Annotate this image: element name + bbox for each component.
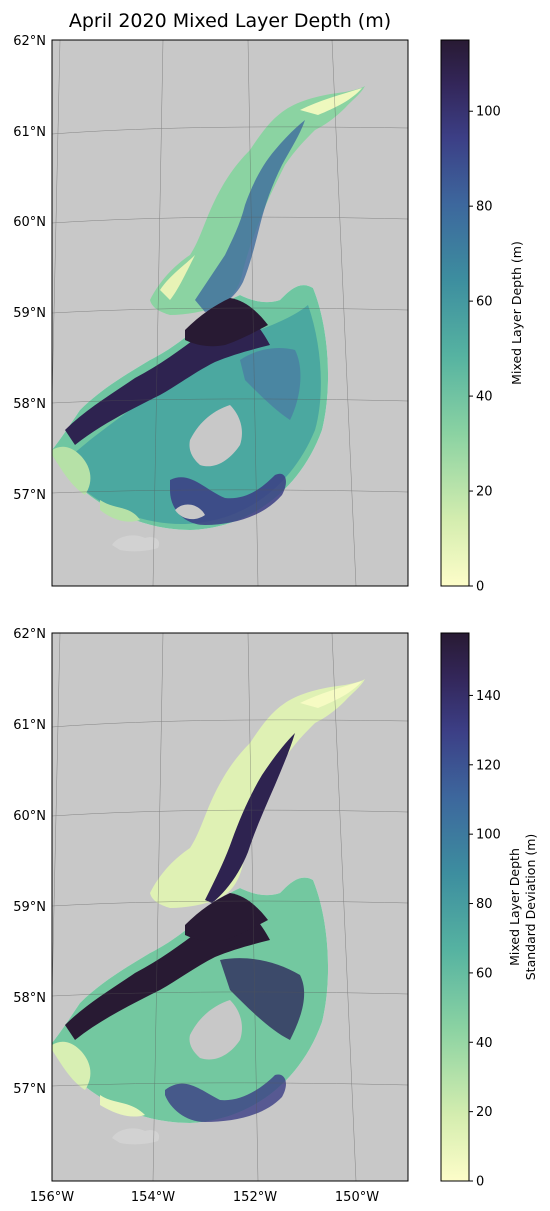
axes-frame-1 <box>51 39 409 587</box>
lat-tick-label: 60°N <box>13 215 46 230</box>
lat-ticks-2: 62°N 61°N 60°N 59°N 58°N 57°N <box>13 627 46 1097</box>
colorbar-gradient <box>440 39 470 587</box>
colorbar-label: Mixed Layer Depth (m) <box>509 241 524 385</box>
colorbar-tick-label: 140 <box>476 689 501 704</box>
colorbar-tick-label: 60 <box>476 295 493 310</box>
colorbar-tick-label: 40 <box>476 390 493 405</box>
lat-ticks-1: 62°N 61°N 60°N 59°N 58°N 57°N <box>13 34 46 503</box>
colorbar-tick-label: 20 <box>476 485 493 500</box>
lat-tick-label: 59°N <box>13 900 46 915</box>
colorbar-ticks: 0 20 40 60 80 100 120 140 <box>469 689 501 1190</box>
lon-tick-label: 154°W <box>131 1190 175 1205</box>
colorbar-tick-label: 60 <box>476 966 493 981</box>
colorbar-tick-label: 0 <box>476 1175 484 1190</box>
lat-tick-label: 61°N <box>13 125 46 140</box>
lon-tick-label: 156°W <box>30 1190 74 1205</box>
lat-tick-label: 61°N <box>13 718 46 733</box>
chart-title: April 2020 Mixed Layer Depth (m) <box>69 10 391 32</box>
colorbar-2: 0 20 40 60 80 100 120 140 Mixed Layer Depth Sta… <box>440 632 538 1190</box>
colorbar-label: Mixed Layer Depth <box>507 848 522 966</box>
colorbar-tick-label: 80 <box>476 897 493 912</box>
lat-tick-label: 58°N <box>13 991 46 1006</box>
lat-tick-label: 62°N <box>13 627 46 642</box>
colorbar-gradient <box>440 632 470 1182</box>
colorbar-tick-label: 40 <box>476 1036 493 1051</box>
colorbar-tick-label: 80 <box>476 200 493 215</box>
colorbar-tick-label: 0 <box>476 580 484 595</box>
colorbar-tick-label: 20 <box>476 1105 493 1120</box>
colorbar-label: Standard Deviation (m) <box>523 834 538 981</box>
lat-tick-label: 57°N <box>13 488 46 503</box>
mld-field <box>52 285 329 530</box>
lon-ticks-2: 156°W 154°W 152°W 150°W <box>30 1190 379 1205</box>
graticule <box>52 40 408 586</box>
map-panel-2: 62°N 61°N 60°N 59°N 58°N 57°N 156°W 154°… <box>13 627 538 1205</box>
lat-tick-label: 60°N <box>13 809 46 824</box>
lat-tick-label: 59°N <box>13 306 46 321</box>
axes-frame-2 <box>51 632 409 1182</box>
colorbar-tick-label: 100 <box>476 105 501 120</box>
colorbar-tick-label: 100 <box>476 828 501 843</box>
colorbar-tick-label: 120 <box>476 758 501 773</box>
lon-tick-label: 152°W <box>233 1190 277 1205</box>
map-panel-1: 62°N 61°N 60°N 59°N 58°N 57°N 0 20 40 60 80 1… <box>13 34 524 595</box>
lat-tick-label: 62°N <box>13 34 46 49</box>
lat-tick-label: 58°N <box>13 397 46 412</box>
lon-tick-label: 150°W <box>335 1190 379 1205</box>
graticule <box>52 633 408 1181</box>
lat-tick-label: 57°N <box>13 1082 46 1097</box>
colorbar-1: 0 20 40 60 80 100 Mixed Layer Depth (m) <box>440 39 524 595</box>
colorbar-ticks: 0 20 40 60 80 100 <box>469 105 501 595</box>
